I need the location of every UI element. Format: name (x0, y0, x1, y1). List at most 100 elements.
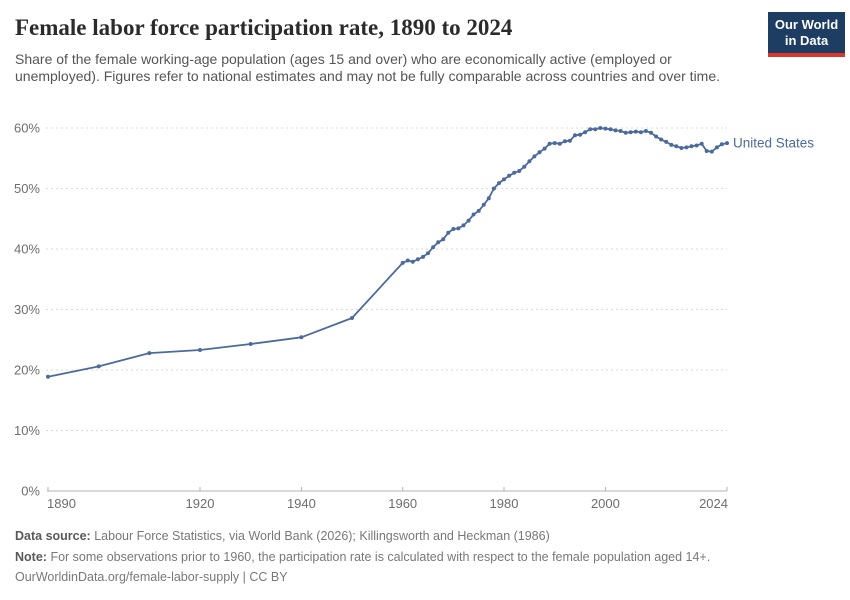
data-source-text: Labour Force Statistics, via World Bank … (94, 529, 550, 543)
owid-url-link[interactable]: OurWorldinData.org/female-labor-supply (15, 570, 240, 584)
data-point (704, 149, 709, 153)
data-point (694, 143, 699, 148)
data-point (96, 364, 101, 369)
chart-subtitle: Share of the female working-age populati… (15, 51, 721, 84)
data-point (456, 226, 461, 231)
data-point (603, 126, 608, 131)
chart-footer: Data source: Labour Force Statistics, vi… (15, 526, 835, 588)
data-point (659, 137, 664, 142)
data-point (350, 316, 354, 320)
data-point (441, 237, 446, 242)
chart-svg[interactable]: 0% 10% 20% 30% 40% 50% 60% 1890 1920 1940 1960 1980… (0, 113, 850, 513)
data-point (421, 254, 425, 259)
x-axis-tick-label: 1890 (47, 496, 76, 511)
y-axis-tick-label: 0% (21, 484, 40, 499)
data-point (643, 129, 648, 133)
data-point (451, 227, 456, 231)
data-point (633, 129, 638, 134)
note-label: Note: (15, 549, 47, 564)
y-axis-tick-label: 10% (14, 423, 40, 438)
data-point (593, 127, 598, 132)
data-point (446, 230, 451, 235)
data-point (598, 126, 603, 130)
data-point (679, 146, 684, 150)
data-point (573, 133, 577, 138)
data-point (502, 177, 506, 182)
data-point (552, 141, 557, 146)
data-point (248, 342, 253, 346)
note-line: Note: For some observations prior to 196… (15, 547, 835, 568)
data-point (547, 141, 552, 146)
data-point (436, 240, 441, 245)
data-point (567, 138, 572, 143)
data-point (410, 259, 415, 264)
data-point (532, 154, 537, 159)
x-axis-tick-label: 1920 (186, 496, 215, 511)
owid-logo: Our World in Data (768, 12, 845, 57)
data-point (689, 144, 694, 149)
data-source-line: Data source: Labour Force Statistics, vi… (15, 526, 835, 547)
data-point (583, 130, 588, 135)
y-axis-tick-label: 50% (14, 181, 40, 196)
data-point (400, 260, 405, 265)
data-point (415, 257, 420, 262)
data-point (461, 223, 466, 228)
data-source-label: Data source: (15, 529, 91, 543)
series-label-united-states: United States (733, 136, 814, 151)
data-point (664, 139, 669, 144)
data-point (198, 348, 202, 352)
data-point (147, 351, 152, 356)
data-point (654, 134, 659, 139)
data-point (628, 130, 633, 135)
data-point (674, 144, 679, 149)
x-axis-tick-label: 1940 (287, 496, 316, 511)
x-axis-tick-label: 2024 (699, 496, 728, 511)
line-chart[interactable]: 0% 10% 20% 30% 40% 50% 60% 1890 1920 1940 1960 1980… (0, 113, 850, 513)
data-point (588, 127, 593, 132)
data-point (431, 245, 436, 250)
data-point (476, 208, 481, 213)
data-point (491, 186, 496, 191)
data-point (725, 141, 729, 146)
data-point (471, 212, 476, 217)
data-point (699, 141, 704, 146)
x-axis-tick-label: 1980 (490, 496, 519, 511)
x-axis-tick-label: 2000 (591, 496, 620, 511)
owid-logo-line2: in Data (784, 33, 829, 48)
data-point (537, 150, 542, 155)
data-point (507, 173, 512, 178)
page-title: Female labor force participation rate, 1… (15, 15, 513, 40)
series-line-united-states[interactable] (47, 127, 728, 378)
data-point (709, 149, 714, 154)
license-text: | CC BY (239, 570, 288, 584)
data-point (522, 164, 527, 169)
data-point (486, 196, 491, 201)
data-point (623, 130, 628, 135)
y-axis-tick-label: 60% (14, 121, 40, 136)
data-point (719, 142, 724, 147)
data-point (638, 130, 643, 135)
y-axis-tick-label: 20% (14, 363, 40, 378)
data-point (466, 218, 471, 223)
data-point (405, 258, 410, 263)
note-text: For some observations prior to 1960, the… (50, 549, 711, 564)
chart-header: Female labor force participation rate, 1… (15, 14, 845, 41)
data-point (512, 170, 517, 175)
data-point (618, 129, 623, 133)
data-point (299, 335, 304, 340)
data-point (426, 251, 430, 256)
data-point (714, 145, 719, 150)
citation-line: OurWorldinData.org/female-labor-supply |… (15, 567, 835, 588)
data-point (562, 139, 567, 144)
y-axis-tick-label: 30% (14, 302, 40, 317)
data-point (684, 145, 689, 150)
data-point (578, 132, 583, 137)
data-point (527, 159, 532, 164)
x-axis-tick-label: 1960 (388, 496, 417, 511)
data-point (613, 128, 618, 133)
data-point (608, 127, 613, 132)
data-point (557, 141, 562, 146)
data-point (481, 202, 486, 207)
data-point (497, 181, 501, 186)
